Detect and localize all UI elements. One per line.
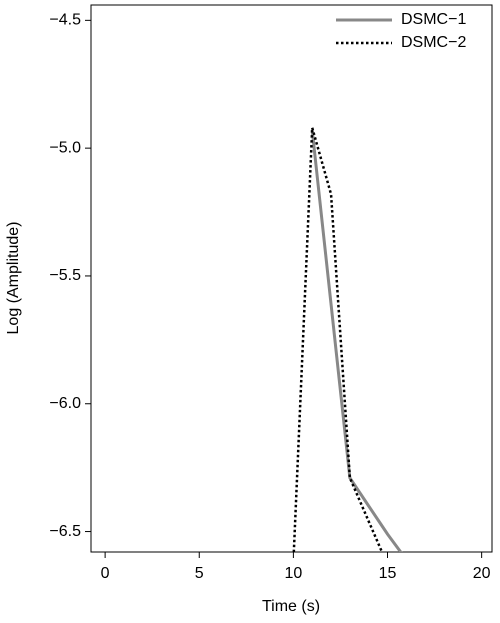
x-tick-label: 20 [473, 565, 491, 582]
y-tick-label: −5.0 [49, 139, 81, 156]
x-tick-label: 5 [195, 565, 204, 582]
legend-label: DSMC−2 [401, 34, 466, 51]
y-tick-label: −6.0 [49, 395, 81, 412]
y-tick-label: −4.5 [49, 12, 81, 29]
series-line [310, 130, 403, 552]
y-tick-label: −5.5 [49, 267, 81, 284]
x-tick-label: 15 [379, 565, 397, 582]
x-tick-label: 10 [284, 565, 302, 582]
x-axis-label: Time (s) [262, 598, 320, 615]
legend-label: DSMC−1 [401, 11, 466, 28]
plot-area [292, 127, 403, 552]
series-line [292, 127, 384, 552]
plot-frame [90, 4, 493, 553]
y-axis-label: Log (Amplitude) [5, 222, 22, 335]
x-tick-label: 0 [101, 565, 110, 582]
y-tick-label: −6.5 [49, 523, 81, 540]
